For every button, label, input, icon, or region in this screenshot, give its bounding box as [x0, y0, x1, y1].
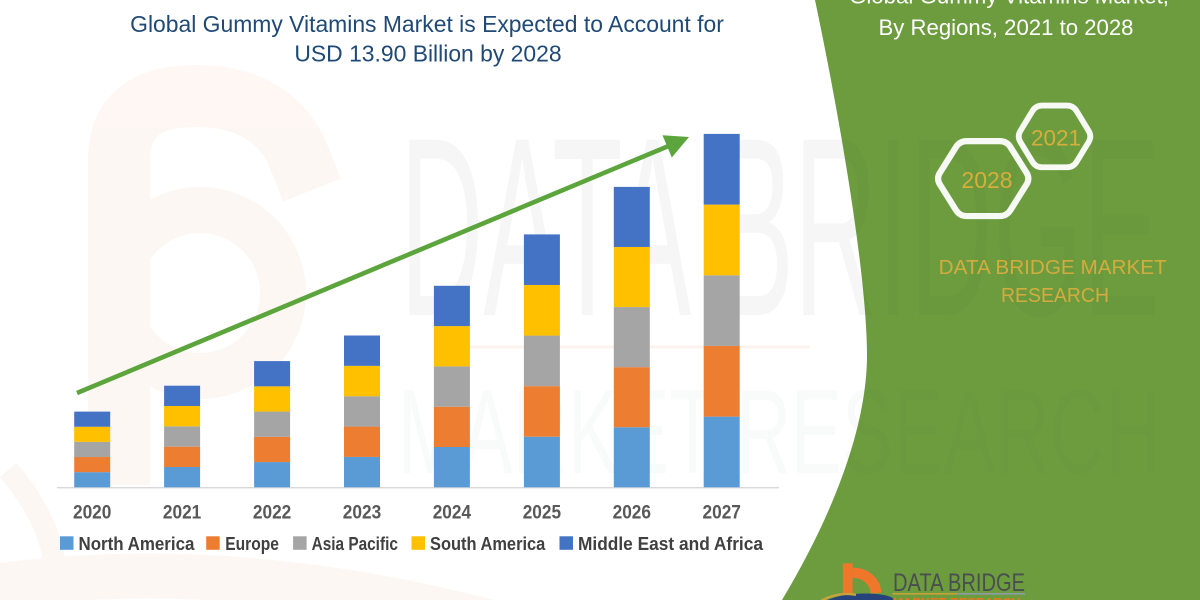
svg-text:DATA BRIDGE MARKET: DATA BRIDGE MARKET — [939, 257, 1167, 279]
svg-text:Global Gummy Vitamins Market,: Global Gummy Vitamins Market, — [849, 0, 1169, 9]
svg-text:USD 13.90 Billion by 2028: USD 13.90 Billion by 2028 — [294, 40, 561, 66]
svg-text:South America: South America — [430, 534, 546, 554]
svg-text:North America: North America — [79, 534, 196, 554]
svg-text:2022: 2022 — [253, 503, 291, 524]
svg-text:RESEARCH: RESEARCH — [1001, 285, 1109, 307]
svg-text:Asia Pacific: Asia Pacific — [312, 534, 398, 554]
svg-text:Global Gummy Vitamins Market i: Global Gummy Vitamins Market is Expected… — [130, 11, 724, 37]
svg-text:MARKET RESEARCH: MARKET RESEARCH — [893, 595, 1021, 600]
svg-text:Europe: Europe — [225, 534, 279, 554]
svg-text:2021: 2021 — [163, 503, 202, 524]
svg-text:2027: 2027 — [703, 503, 741, 524]
svg-text:2025: 2025 — [523, 503, 562, 524]
svg-text:2028: 2028 — [961, 167, 1012, 193]
svg-text:2026: 2026 — [613, 503, 651, 524]
svg-text:2021: 2021 — [1031, 125, 1081, 150]
svg-text:2024: 2024 — [433, 503, 472, 524]
svg-text:2023: 2023 — [343, 503, 381, 524]
svg-text:2020: 2020 — [73, 503, 111, 524]
svg-text:Middle East and Africa: Middle East and Africa — [578, 534, 764, 554]
svg-text:By Regions, 2021 to 2028: By Regions, 2021 to 2028 — [879, 15, 1134, 40]
svg-text:DATA BRIDGE: DATA BRIDGE — [893, 569, 1025, 597]
